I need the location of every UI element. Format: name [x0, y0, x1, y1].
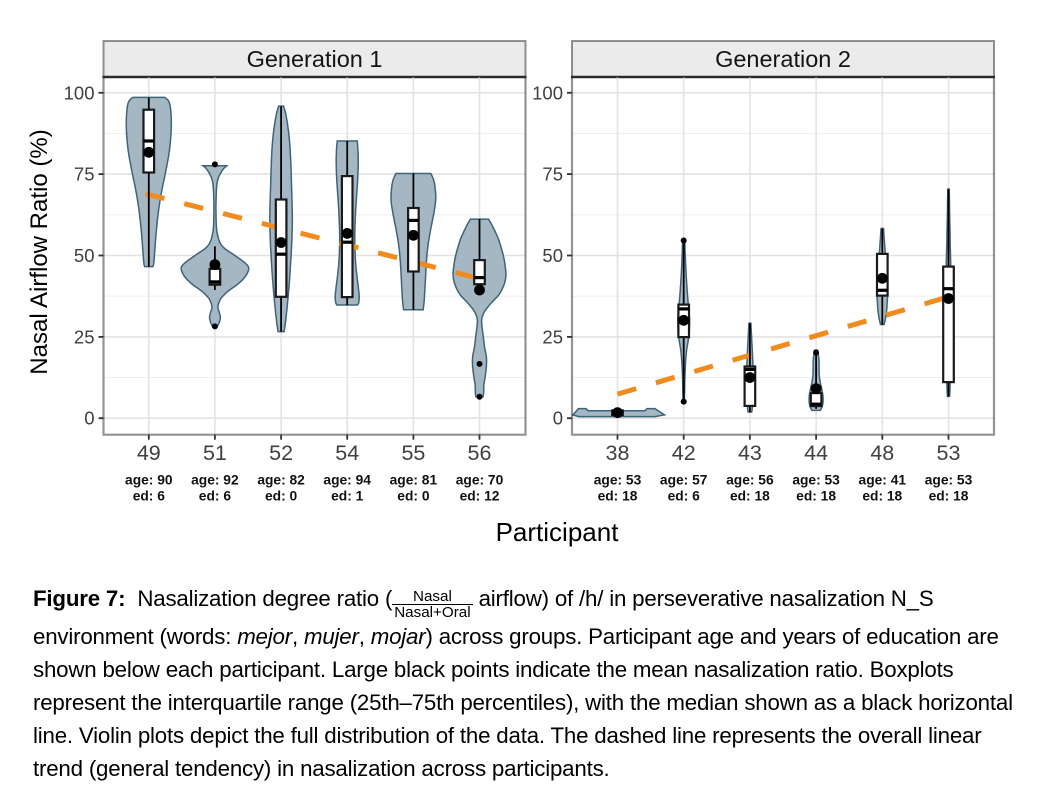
svg-text:49: 49: [137, 441, 161, 465]
svg-text:54: 54: [335, 441, 359, 465]
svg-text:50: 50: [542, 245, 563, 266]
svg-text:age: 53: age: 53: [594, 473, 642, 488]
svg-text:age: 41: age: 41: [859, 473, 907, 488]
svg-text:age: 94: age: 94: [323, 473, 371, 488]
svg-text:42: 42: [672, 441, 696, 465]
svg-text:38: 38: [606, 441, 630, 465]
svg-text:ed: 1: ed: 1: [331, 489, 364, 504]
svg-text:44: 44: [804, 441, 828, 465]
svg-text:ed: 0: ed: 0: [265, 489, 298, 504]
svg-text:age: 90: age: 90: [125, 473, 173, 488]
svg-text:ed: 18: ed: 18: [929, 489, 969, 504]
svg-text:age: 53: age: 53: [925, 473, 973, 488]
svg-text:Nasal Airflow Ratio (%): Nasal Airflow Ratio (%): [26, 129, 53, 374]
svg-text:0: 0: [84, 408, 94, 429]
svg-text:Participant: Participant: [496, 517, 620, 547]
svg-text:ed: 6: ed: 6: [133, 489, 166, 504]
svg-text:25: 25: [74, 326, 95, 347]
svg-text:age: 53: age: 53: [792, 473, 840, 488]
svg-text:100: 100: [532, 82, 563, 103]
svg-text:Generation 2: Generation 2: [715, 46, 851, 72]
svg-text:ed: 18: ed: 18: [598, 489, 638, 504]
svg-text:0: 0: [553, 408, 563, 429]
svg-text:ed: 18: ed: 18: [862, 489, 902, 504]
svg-text:ed: 6: ed: 6: [199, 489, 232, 504]
svg-text:43: 43: [738, 441, 762, 465]
svg-text:75: 75: [542, 164, 563, 185]
svg-text:ed: 18: ed: 18: [730, 489, 770, 504]
svg-text:50: 50: [74, 245, 95, 266]
svg-text:Generation 1: Generation 1: [247, 46, 383, 72]
svg-text:ed: 12: ed: 12: [460, 489, 500, 504]
svg-text:age: 56: age: 56: [726, 473, 774, 488]
svg-text:52: 52: [269, 441, 293, 465]
svg-text:48: 48: [870, 441, 894, 465]
svg-text:51: 51: [203, 441, 227, 465]
svg-text:age: 70: age: 70: [456, 473, 504, 488]
svg-text:age: 81: age: 81: [390, 473, 438, 488]
svg-text:75: 75: [74, 164, 95, 185]
svg-text:25: 25: [542, 326, 563, 347]
svg-text:ed: 6: ed: 6: [668, 489, 701, 504]
svg-text:56: 56: [468, 441, 492, 465]
svg-text:100: 100: [64, 82, 95, 103]
svg-text:age: 57: age: 57: [660, 473, 708, 488]
svg-text:age: 82: age: 82: [257, 473, 305, 488]
svg-text:53: 53: [937, 441, 961, 465]
svg-text:ed: 0: ed: 0: [397, 489, 430, 504]
svg-text:55: 55: [401, 441, 425, 465]
svg-text:ed: 18: ed: 18: [796, 489, 836, 504]
svg-text:age: 92: age: 92: [191, 473, 239, 488]
